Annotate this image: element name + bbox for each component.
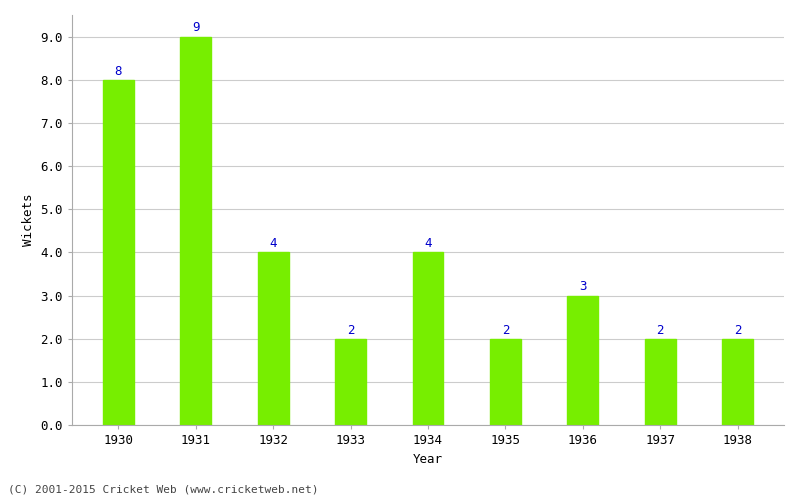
Text: 8: 8 <box>114 64 122 78</box>
Text: 9: 9 <box>192 22 199 35</box>
X-axis label: Year: Year <box>413 452 443 466</box>
Bar <box>567 296 598 425</box>
Text: 2: 2 <box>502 324 509 336</box>
Bar <box>645 338 676 425</box>
Text: 4: 4 <box>270 237 277 250</box>
Bar <box>490 338 521 425</box>
Bar <box>258 252 289 425</box>
Text: 2: 2 <box>734 324 742 336</box>
Bar <box>413 252 443 425</box>
Text: (C) 2001-2015 Cricket Web (www.cricketweb.net): (C) 2001-2015 Cricket Web (www.cricketwe… <box>8 485 318 495</box>
Bar <box>335 338 366 425</box>
Text: 4: 4 <box>424 237 432 250</box>
Bar <box>722 338 753 425</box>
Bar <box>103 80 134 425</box>
Bar <box>180 36 211 425</box>
Text: 2: 2 <box>347 324 354 336</box>
Text: 2: 2 <box>657 324 664 336</box>
Text: 3: 3 <box>579 280 586 293</box>
Y-axis label: Wickets: Wickets <box>22 194 35 246</box>
